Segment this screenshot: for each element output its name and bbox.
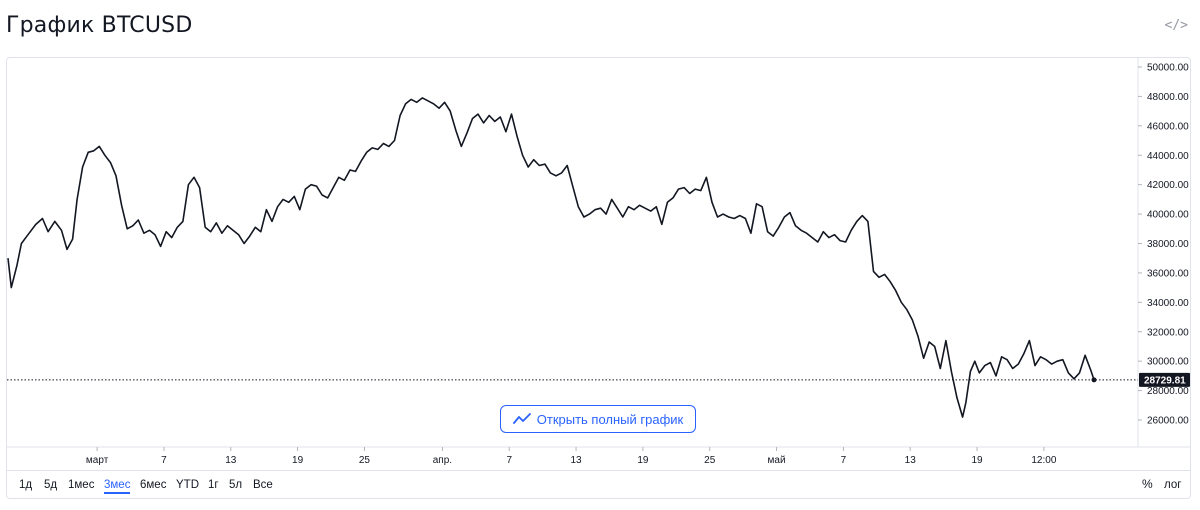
x-tick-label: 19 bbox=[637, 455, 649, 466]
page-title: График BTCUSD bbox=[6, 13, 193, 38]
y-tick-label: 50000.00 bbox=[1147, 63, 1189, 74]
y-tick-label: 28000.00 bbox=[1147, 386, 1189, 397]
range-button-1m[interactable]: 1мес bbox=[68, 479, 95, 491]
price-series-line bbox=[7, 97, 1095, 418]
last-price-label: 28729.81 bbox=[1144, 375, 1186, 386]
chart-panel: 26000.00 28000.00 30000.00 32000.00 34000.00… bbox=[6, 57, 1191, 499]
last-price-point bbox=[1091, 377, 1097, 383]
x-tick-label: 12:00 bbox=[1031, 455, 1056, 466]
code-embed-icon[interactable]: </> bbox=[1164, 18, 1188, 33]
open-full-chart-label: Открыть полный график bbox=[536, 411, 684, 427]
y-tick-label: 30000.00 bbox=[1147, 357, 1189, 368]
x-tick-label: 7 bbox=[161, 455, 167, 466]
range-button-3m[interactable]: 3мес bbox=[104, 479, 131, 494]
y-tick-label: 36000.00 bbox=[1147, 268, 1189, 279]
y-tick-label: 38000.00 bbox=[1147, 239, 1189, 250]
range-toolbar: 1д 5д 1мес 3мес 6мес YTD 1г 5л Все % лог bbox=[7, 470, 1190, 498]
range-button-all[interactable]: Все bbox=[253, 479, 273, 491]
x-tick-label: 13 bbox=[570, 455, 582, 466]
y-tick-label: 42000.00 bbox=[1147, 180, 1189, 191]
price-chart[interactable]: 26000.00 28000.00 30000.00 32000.00 34000.00… bbox=[7, 58, 1190, 470]
x-tick-label: 25 bbox=[704, 455, 716, 466]
y-tick-label: 40000.00 bbox=[1147, 210, 1189, 221]
chart-line-icon bbox=[512, 413, 531, 424]
last-price-badge bbox=[1139, 372, 1190, 387]
x-tick-label: 25 bbox=[359, 455, 371, 466]
log-scale-toggle[interactable]: лог bbox=[1164, 479, 1182, 491]
range-button-ytd[interactable]: YTD bbox=[176, 479, 199, 491]
x-tick-label: 13 bbox=[905, 455, 917, 466]
chart-header: График BTCUSD </> bbox=[0, 0, 1200, 56]
y-tick-label: 34000.00 bbox=[1147, 298, 1189, 309]
range-button-6m[interactable]: 6мес bbox=[140, 479, 167, 491]
y-tick-label: 46000.00 bbox=[1147, 121, 1189, 132]
x-tick-label: март bbox=[86, 455, 109, 466]
x-tick-label: 13 bbox=[225, 455, 237, 466]
x-tick-label: 7 bbox=[841, 455, 847, 466]
y-tick-label: 32000.00 bbox=[1147, 327, 1189, 338]
y-tick-label: 48000.00 bbox=[1147, 92, 1189, 103]
range-button-5d[interactable]: 5д bbox=[44, 479, 58, 491]
x-tick-label: 19 bbox=[292, 455, 304, 466]
range-button-1y[interactable]: 1г bbox=[208, 479, 219, 491]
percent-scale-toggle[interactable]: % bbox=[1142, 477, 1153, 491]
y-tick-label: 44000.00 bbox=[1147, 151, 1189, 162]
x-tick-label: 19 bbox=[971, 455, 983, 466]
x-tick-label: 7 bbox=[506, 455, 512, 466]
open-full-chart-button[interactable]: Открыть полный график bbox=[500, 405, 696, 433]
x-tick-label: май bbox=[768, 455, 786, 466]
range-button-1d[interactable]: 1д bbox=[19, 479, 33, 491]
y-tick-label: 26000.00 bbox=[1147, 416, 1189, 427]
x-tick-label: апр. bbox=[433, 455, 452, 466]
range-button-5y[interactable]: 5л bbox=[229, 479, 243, 491]
